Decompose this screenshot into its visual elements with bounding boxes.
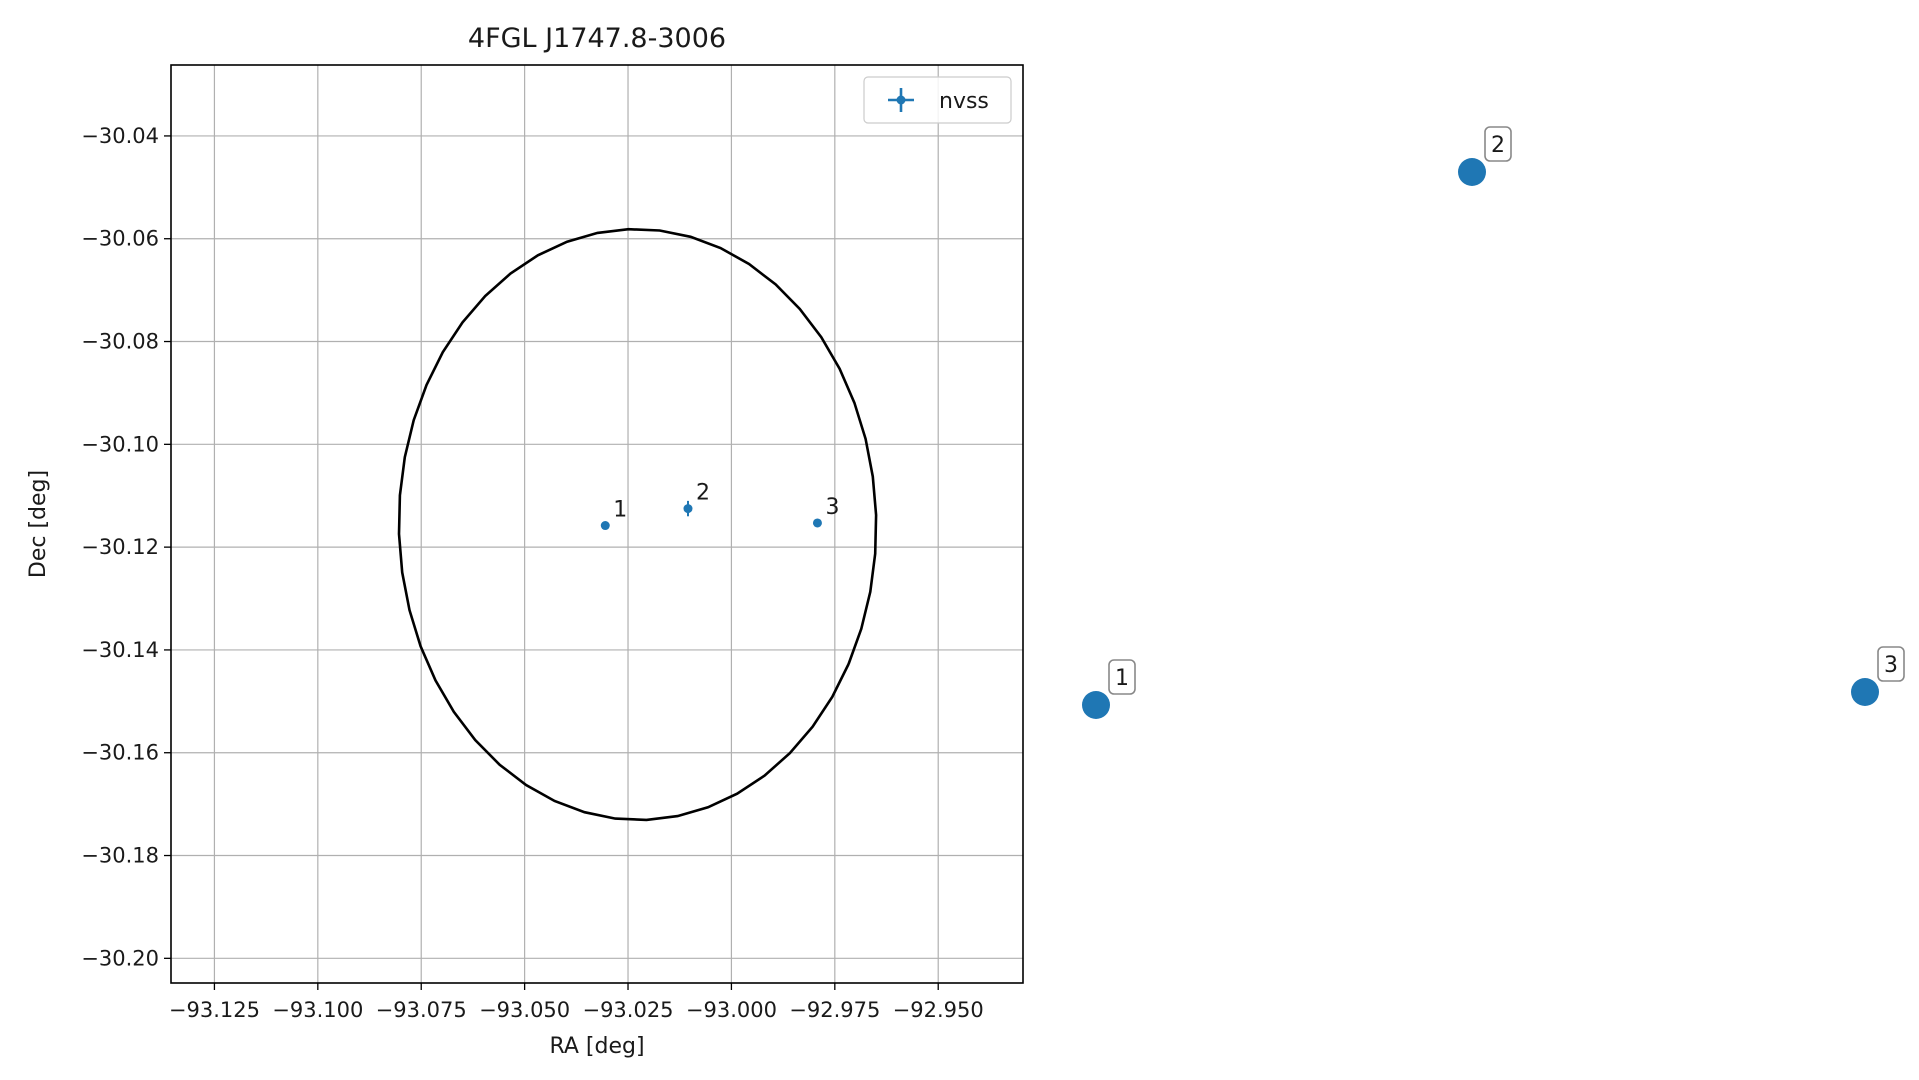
point-marker <box>600 521 610 531</box>
inset-marker-2: 2 <box>1458 126 1512 186</box>
x-tick-label: −93.125 <box>169 998 260 1022</box>
y-tick-label: −30.04 <box>81 124 159 148</box>
legend-entry-nvss: nvss <box>939 89 989 114</box>
x-ticks: −93.125 −93.100 −93.075 −93.050 −93.025 −93.0… <box>169 983 984 1022</box>
point-marker <box>683 504 693 514</box>
chart-title: 4FGL J1747.8-3006 <box>468 23 726 54</box>
data-points: 1 2 3 <box>600 481 839 531</box>
point-label: 1 <box>613 498 627 523</box>
y-tick-label: −30.12 <box>81 535 159 559</box>
inset-marker-1: 1 <box>1082 659 1136 719</box>
data-point-2: 2 <box>683 481 710 517</box>
grid <box>171 65 1023 983</box>
inset-label-box <box>1108 659 1136 695</box>
inset-label: 2 <box>1491 133 1505 158</box>
legend-box <box>863 76 1012 124</box>
inset-label-box <box>1877 646 1905 682</box>
inset-dot <box>1082 691 1110 719</box>
y-tick-label: −30.14 <box>81 638 159 662</box>
inset-marker-3: 3 <box>1851 646 1905 706</box>
y-ticks: −30.04 −30.06 −30.08 −30.10 −30.12 −30.14 −30.… <box>81 124 171 970</box>
x-tick-label: −93.000 <box>686 998 777 1022</box>
x-tick-label: −93.100 <box>272 998 363 1022</box>
inset-dot <box>1851 678 1879 706</box>
x-tick-label: −92.950 <box>893 998 984 1022</box>
y-tick-label: −30.10 <box>81 432 159 456</box>
data-point-1: 1 <box>600 498 627 531</box>
legend-marker-nvss <box>888 88 914 112</box>
inset-label: 3 <box>1884 653 1898 678</box>
y-tick-label: −30.16 <box>81 741 159 765</box>
x-tick-label: −92.975 <box>789 998 880 1022</box>
x-tick-label: −93.050 <box>479 998 570 1022</box>
inset-markers: 1 2 3 <box>1082 126 1905 719</box>
legend: nvss <box>863 76 1012 124</box>
legend-dot <box>896 95 906 105</box>
plot-frame <box>170 64 1024 984</box>
y-tick-label: −30.20 <box>81 946 159 970</box>
x-tick-label: −93.025 <box>582 998 673 1022</box>
inset-label-box <box>1484 126 1512 162</box>
x-tick-label: −93.075 <box>376 998 467 1022</box>
y-tick-label: −30.18 <box>81 844 159 868</box>
point-label: 2 <box>696 481 710 506</box>
error-ellipse <box>397 227 878 822</box>
inset-label: 1 <box>1115 666 1129 691</box>
y-tick-label: −30.06 <box>81 227 159 251</box>
error-ellipse-group <box>397 227 878 822</box>
point-marker <box>812 518 822 528</box>
y-axis-label: Dec [deg] <box>26 470 51 578</box>
y-tick-label: −30.08 <box>81 330 159 354</box>
data-point-3: 3 <box>812 495 839 528</box>
inset-dot <box>1458 158 1486 186</box>
point-label: 3 <box>825 495 839 520</box>
x-axis-label: RA [deg] <box>549 1034 644 1059</box>
